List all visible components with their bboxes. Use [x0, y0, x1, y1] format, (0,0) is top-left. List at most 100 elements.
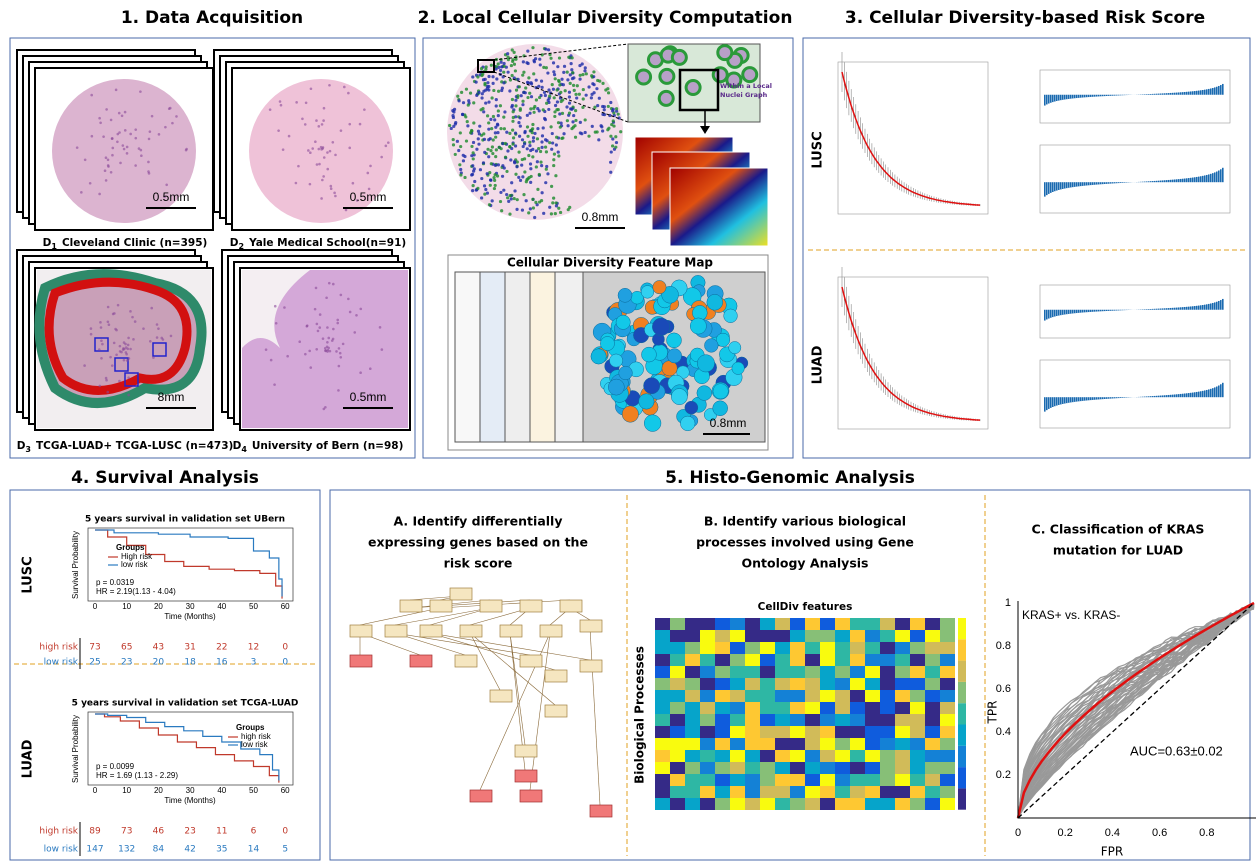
heatmap-cell — [655, 630, 670, 642]
nucleus — [610, 123, 613, 126]
coef-bar — [1108, 182, 1110, 184]
nucleus — [514, 144, 517, 147]
nucleus — [595, 87, 598, 90]
nucleus — [534, 57, 537, 60]
nucleus — [554, 212, 557, 215]
coef-bar — [1218, 86, 1220, 95]
coef-bar — [1146, 309, 1148, 310]
x-tick-label: 30 — [186, 602, 195, 611]
risk-count: 14 — [248, 845, 260, 855]
cell — [707, 294, 723, 310]
risk-label: high risk — [39, 827, 78, 837]
coef-bar — [1078, 310, 1080, 313]
heatmap-cell — [940, 618, 955, 630]
nucleus — [533, 132, 536, 135]
coef-bar — [1150, 396, 1152, 397]
coef-bar — [1068, 95, 1070, 99]
nucleus — [508, 213, 511, 216]
coef-bar — [1118, 95, 1120, 96]
heatmap-cell — [835, 714, 850, 726]
heatmap-cell — [760, 762, 775, 774]
coef-bar — [1206, 175, 1208, 182]
dataset-name: University of Bern (n=98) — [252, 440, 403, 452]
nucleus — [480, 67, 483, 70]
x-tick-label: 40 — [217, 786, 226, 795]
nucleus — [322, 175, 325, 178]
coef-bar — [1146, 181, 1148, 182]
nucleus — [570, 68, 573, 71]
nucleus — [185, 149, 188, 152]
nucleus — [454, 153, 457, 156]
coef-bar — [1158, 94, 1160, 95]
nucleus — [475, 94, 478, 97]
coef-bar — [1092, 310, 1094, 312]
nucleus — [517, 151, 520, 154]
nucleus — [470, 154, 473, 157]
subpanel-title: Ontology Analysis — [741, 556, 868, 571]
coef-bar — [1052, 310, 1054, 317]
chance-line — [1018, 603, 1254, 818]
nucleus — [339, 352, 342, 355]
coef-bar — [1116, 182, 1118, 183]
nucleus — [606, 87, 609, 90]
roc-fold — [1018, 604, 1254, 819]
risk-count: 16 — [216, 658, 228, 668]
heatmap-cell — [910, 798, 925, 810]
cell — [680, 416, 695, 431]
coef-bar — [1160, 94, 1162, 95]
nucleus — [607, 127, 610, 130]
nucleus — [582, 97, 585, 100]
nucleus — [521, 175, 524, 178]
nucleus — [521, 100, 524, 103]
nucleus — [514, 58, 517, 61]
coef-bar — [1210, 303, 1212, 309]
nucleus — [454, 121, 457, 124]
nucleus — [582, 88, 585, 91]
heatmap-cell — [730, 654, 745, 666]
nucleus — [117, 304, 120, 307]
risk-label: low risk — [44, 845, 79, 855]
coef-bar — [1048, 95, 1050, 104]
heatmap-cell — [940, 798, 955, 810]
heatmap-cell — [760, 642, 775, 654]
coef-bar — [1088, 182, 1090, 185]
coef-bar — [1144, 397, 1146, 398]
nucleus — [527, 211, 530, 214]
nucleus — [522, 193, 525, 196]
coef-bar — [1216, 387, 1218, 398]
heatmap-cell — [700, 738, 715, 750]
heatmap-cell — [910, 678, 925, 690]
coef-bar — [1194, 392, 1196, 397]
hazard-ratio: HR = 2.19(1.13 - 4.04) — [96, 587, 176, 596]
heatmap-cell — [655, 726, 670, 738]
row-label: LUSC — [21, 556, 36, 593]
nucleus — [532, 206, 535, 209]
coef-bar — [1080, 182, 1082, 186]
nucleus — [532, 111, 535, 114]
nucleus — [119, 162, 122, 165]
nucleus — [508, 145, 511, 148]
nucleus — [562, 132, 565, 135]
go-edge — [510, 633, 525, 745]
nucleus — [498, 146, 501, 149]
heatmap-cell — [760, 786, 775, 798]
heatmap-cell — [835, 630, 850, 642]
nucleus — [615, 107, 618, 110]
nucleus — [492, 82, 495, 85]
nucleus — [590, 74, 593, 77]
nucleus — [495, 148, 498, 151]
nucleus — [484, 188, 487, 191]
heatmap-cell — [805, 618, 820, 630]
nucleus — [518, 85, 521, 88]
nucleus — [470, 173, 473, 176]
heatmap-cell — [880, 798, 895, 810]
nucleus — [553, 73, 556, 76]
x-tick-label: 10 — [122, 602, 131, 611]
x-tick-label: 0 — [1015, 827, 1021, 839]
heatmap-cell — [715, 678, 730, 690]
nucleus — [326, 326, 329, 329]
nucleus — [512, 116, 515, 119]
nucleus — [359, 371, 362, 374]
nucleus — [466, 124, 469, 127]
coef-bar — [1148, 94, 1150, 95]
